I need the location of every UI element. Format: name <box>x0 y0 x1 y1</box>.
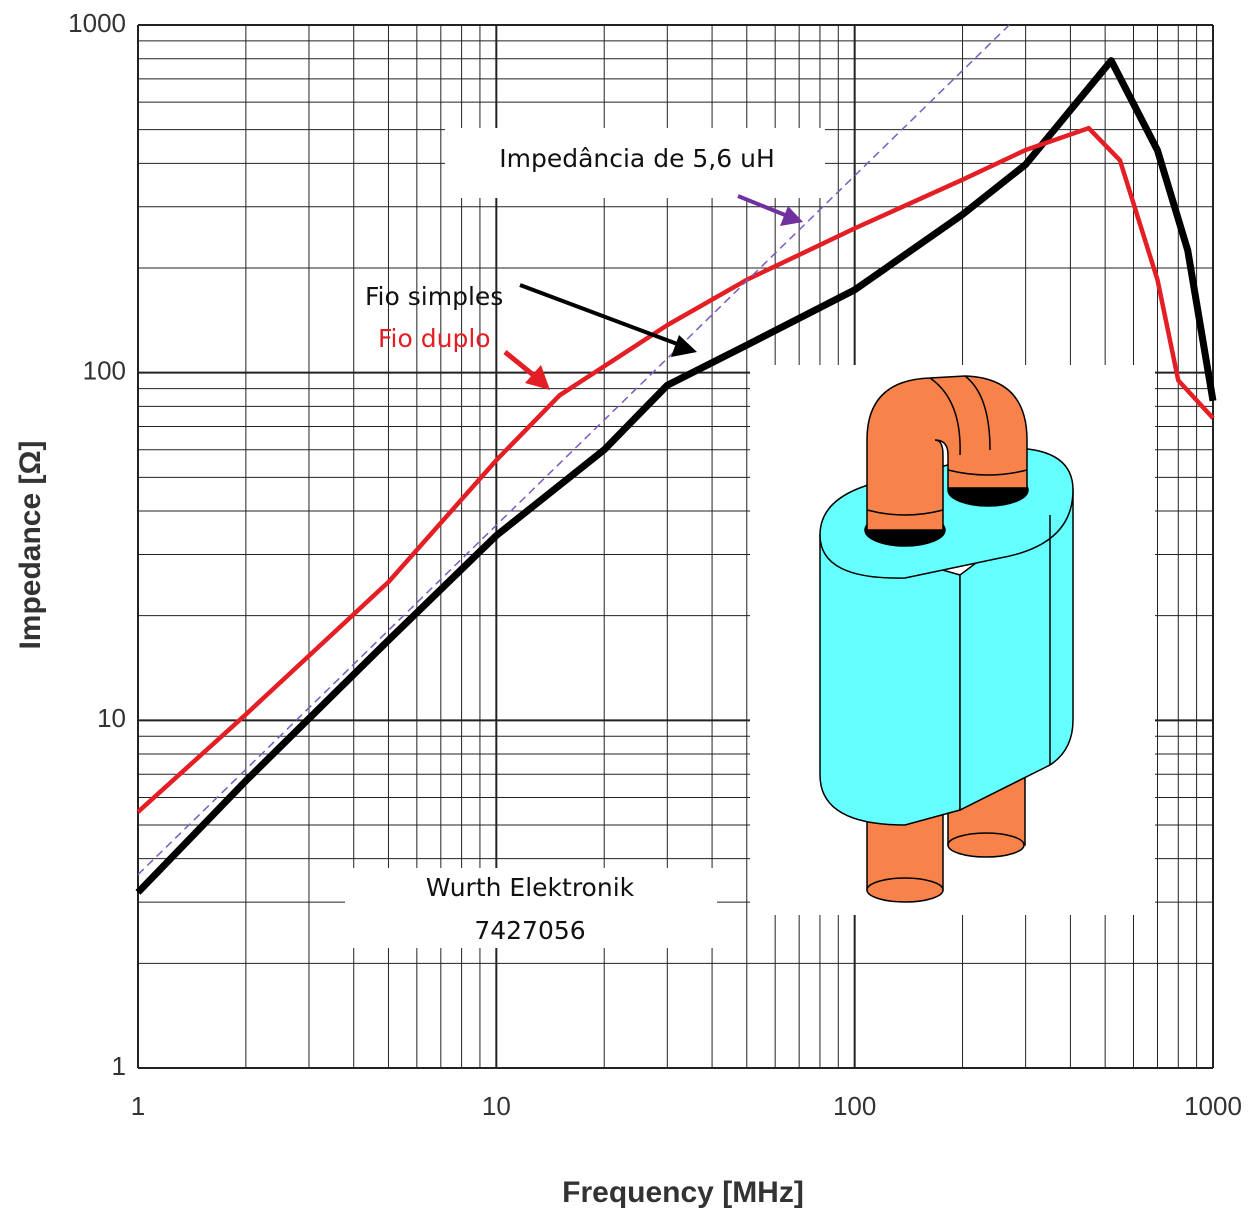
annotation: Wurth Elektronik <box>426 873 635 902</box>
annotation-bg <box>445 128 825 198</box>
series-line <box>137 24 1010 876</box>
y-tick-label: 1000 <box>68 8 126 38</box>
y-tick-label: 10 <box>97 703 126 733</box>
y-axis-label: Impedance [Ω] <box>14 440 47 649</box>
annotation: Fio duplo <box>378 324 491 353</box>
annotation: 7427056 <box>474 916 585 945</box>
annotation-bg <box>345 868 717 948</box>
y-tick-label: 100 <box>83 356 126 386</box>
x-tick-label: 100 <box>833 1091 876 1121</box>
annotation: Fio simples <box>365 282 503 311</box>
x-axis-label: Frequency [MHz] <box>562 1176 804 1209</box>
series-line <box>136 125 1215 814</box>
inset-illustration <box>750 365 1155 915</box>
curves <box>135 24 1217 895</box>
x-tick-label: 10 <box>482 1091 511 1121</box>
annotation: Impedância de 5,6 uH <box>499 144 775 173</box>
x-tick-label: 1000 <box>1184 1091 1242 1121</box>
arrows <box>503 194 803 390</box>
series-line <box>135 57 1217 895</box>
x-tick-label: 1 <box>131 1091 145 1121</box>
y-tick-label: 1 <box>112 1051 126 1081</box>
